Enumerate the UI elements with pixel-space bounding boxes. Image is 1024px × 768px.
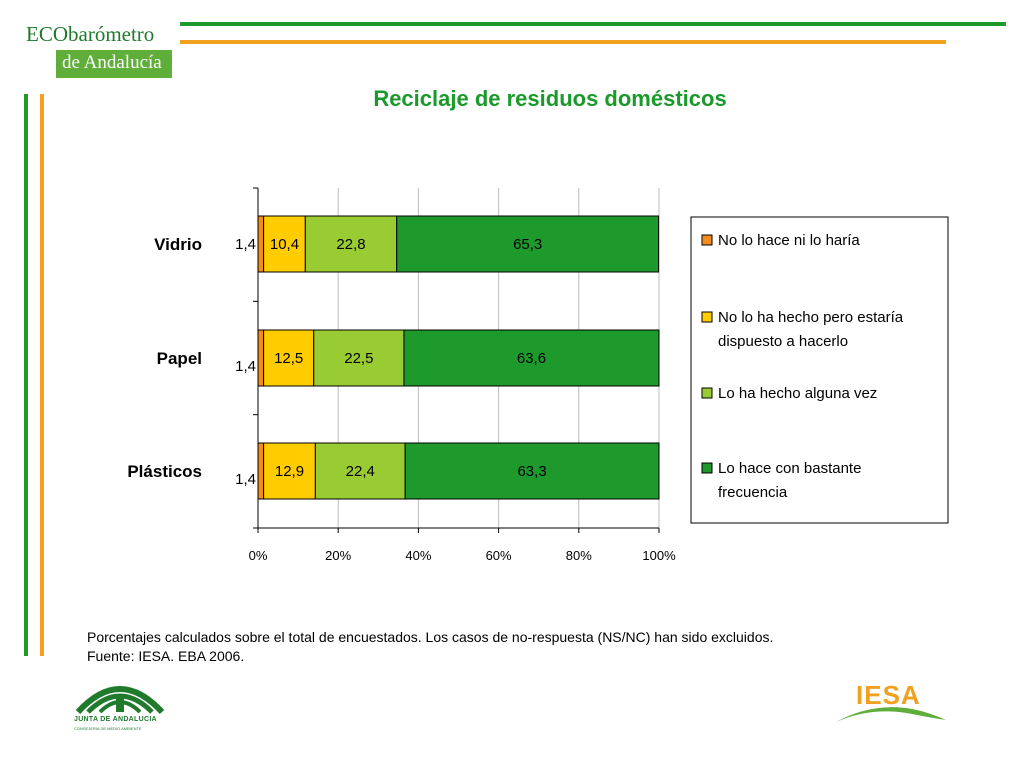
legend-entry: No lo ha hecho pero estaría dispuesto a h…	[718, 309, 904, 350]
legend-swatch	[701, 234, 713, 246]
x-tick-label: 20%	[325, 548, 351, 563]
junta-andalucia-logo: JUNTA DE ANDALUCIA CONSEJERIA DE MEDIO A…	[70, 672, 170, 742]
junta-emblem-icon	[75, 686, 165, 715]
header-rule-green	[180, 22, 1006, 26]
legend-swatch	[701, 311, 713, 323]
value-labels: 1,4 10,4 22,8 65,3 1,4 12,5 22,5 63,6 1,4 12,9 22,…	[235, 236, 547, 488]
bar-segment	[263, 329, 315, 387]
junta-name: JUNTA DE ANDALUCIA	[74, 716, 157, 723]
bar-segment	[396, 215, 660, 273]
bar-segment	[257, 329, 265, 387]
value-label: 12,5	[274, 350, 303, 367]
value-label: 22,8	[336, 236, 365, 253]
x-tick-label: 40%	[405, 548, 431, 563]
ecobarometro-logo: ECObarómetro de Andalucía	[22, 20, 172, 78]
legend-box	[690, 216, 949, 524]
legend-swatch	[701, 387, 713, 399]
bar-segment	[257, 442, 265, 500]
header-rule-orange	[180, 40, 946, 44]
bar-segment	[304, 215, 398, 273]
x-tick-labels: 0% 20% 40% 60% 80% 100%	[249, 548, 676, 563]
footnote-line1: Porcentajes calculados sobre el total de…	[87, 629, 774, 645]
value-label: 1,4	[235, 358, 256, 375]
value-label: 1,4	[235, 236, 256, 253]
legend: No lo hace ni lo haría No lo ha hecho per…	[690, 216, 949, 524]
x-tick-label: 80%	[566, 548, 592, 563]
category-label: Vidrio	[154, 235, 202, 254]
chart-title: Reciclaje de residuos domésticos	[373, 86, 727, 111]
junta-subtitle: CONSEJERIA DE MEDIO AMBIENTE	[74, 726, 142, 731]
logo-line2: de Andalucía	[62, 52, 162, 73]
value-label: 65,3	[513, 236, 542, 253]
value-label: 63,3	[517, 463, 546, 480]
bar-segment	[403, 329, 660, 387]
footnote: Porcentajes calculados sobre el total de…	[87, 628, 967, 666]
legend-swatch	[701, 462, 713, 474]
logo-line1: ECObarómetro	[26, 22, 155, 46]
iesa-swoosh-icon	[836, 707, 946, 722]
x-tick-label: 60%	[486, 548, 512, 563]
x-tick-label: 100%	[642, 548, 676, 563]
value-label: 22,4	[346, 463, 375, 480]
side-rule-green	[24, 94, 28, 656]
category-label: Plásticos	[127, 462, 202, 481]
bar-segment	[314, 442, 406, 500]
legend-entry: Lo ha hecho alguna vez	[718, 385, 877, 402]
iesa-label: IESA	[856, 680, 921, 710]
legend-entry: Lo hace con bastante frecuencia	[718, 460, 861, 501]
bar-segment	[313, 329, 405, 387]
x-tick-label: 0%	[249, 548, 268, 563]
bars	[257, 215, 660, 500]
bar-segment	[257, 215, 265, 273]
value-label: 1,4	[235, 471, 256, 488]
value-label: 63,6	[517, 350, 546, 367]
side-rule-orange	[40, 94, 44, 656]
bar-segment	[263, 442, 316, 500]
iesa-logo: IESA	[832, 676, 952, 726]
bar-segment	[404, 442, 660, 500]
bar-segment	[263, 215, 306, 273]
value-label: 10,4	[270, 236, 299, 253]
logo-band	[56, 50, 172, 78]
category-label: Papel	[157, 349, 202, 368]
footnote-source: Fuente: IESA. EBA 2006.	[87, 648, 245, 664]
legend-entry: No lo hace ni lo haría	[718, 232, 860, 249]
value-label: 22,5	[344, 350, 373, 367]
value-label: 12,9	[275, 463, 304, 480]
category-labels: Vidrio Papel Plásticos	[127, 235, 202, 481]
